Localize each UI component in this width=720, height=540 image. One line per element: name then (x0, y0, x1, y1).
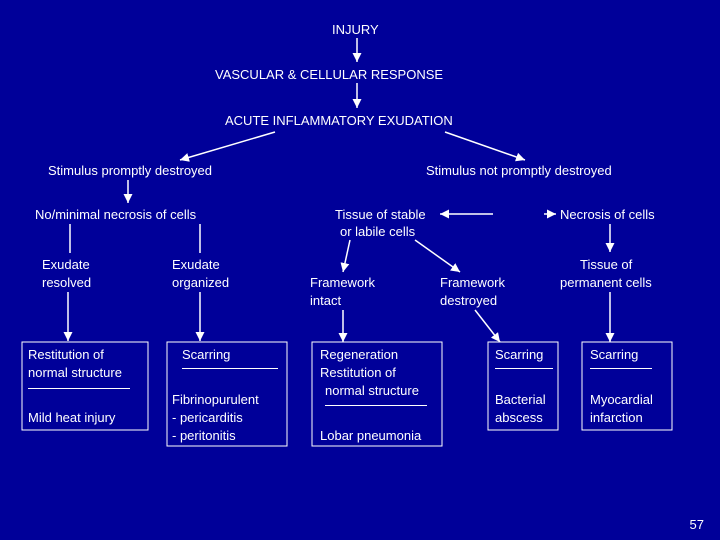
node-no_necrosis: No/minimal necrosis of cells (35, 207, 196, 222)
node-tissue_stable1: Tissue of stable (335, 207, 426, 222)
node-tissue_stable2: or labile cells (340, 224, 415, 239)
node-fibrino: Fibrinopurulent (172, 392, 259, 407)
node-injury: INJURY (332, 22, 379, 37)
node-stim_prompt: Stimulus promptly destroyed (48, 163, 212, 178)
node-necrosis: Necrosis of cells (560, 207, 655, 222)
node-regen_rest1: Restitution of (320, 365, 396, 380)
underline (28, 388, 130, 389)
node-restitution2: normal structure (28, 365, 122, 380)
node-scarring1: Scarring (182, 347, 230, 362)
node-exudate_org2: organized (172, 275, 229, 290)
underline (495, 368, 553, 369)
node-myo2: infarction (590, 410, 643, 425)
node-lobar: Lobar pneumonia (320, 428, 421, 443)
node-stim_not_prompt: Stimulus not promptly destroyed (426, 163, 612, 178)
node-scarring2: Scarring (495, 347, 543, 362)
node-myo1: Myocardial (590, 392, 653, 407)
underline (182, 368, 278, 369)
node-bacterial1: Bacterial (495, 392, 546, 407)
node-vascular: VASCULAR & CELLULAR RESPONSE (215, 67, 443, 82)
node-regen_rest2: normal structure (325, 383, 419, 398)
node-framework_intact1: Framework (310, 275, 375, 290)
node-framework_dest2: destroyed (440, 293, 497, 308)
node-bacterial2: abscess (495, 410, 543, 425)
node-framework_intact2: intact (310, 293, 341, 308)
node-tissue_perm2: permanent cells (560, 275, 652, 290)
node-exudate_resolved2: resolved (42, 275, 91, 290)
node-exudate_org1: Exudate (172, 257, 220, 272)
node-pericarditis: - pericarditis (172, 410, 243, 425)
slide-number: 57 (690, 517, 704, 532)
node-scarring3: Scarring (590, 347, 638, 362)
node-exudate_resolved1: Exudate (42, 257, 90, 272)
underline (325, 405, 427, 406)
node-tissue_perm1: Tissue of (580, 257, 632, 272)
node-mild_heat: Mild heat injury (28, 410, 115, 425)
node-framework_dest1: Framework (440, 275, 505, 290)
node-regen: Regeneration (320, 347, 398, 362)
underline (590, 368, 652, 369)
node-restitution1: Restitution of (28, 347, 104, 362)
node-peritonitis: - peritonitis (172, 428, 236, 443)
node-acute: ACUTE INFLAMMATORY EXUDATION (225, 113, 453, 128)
